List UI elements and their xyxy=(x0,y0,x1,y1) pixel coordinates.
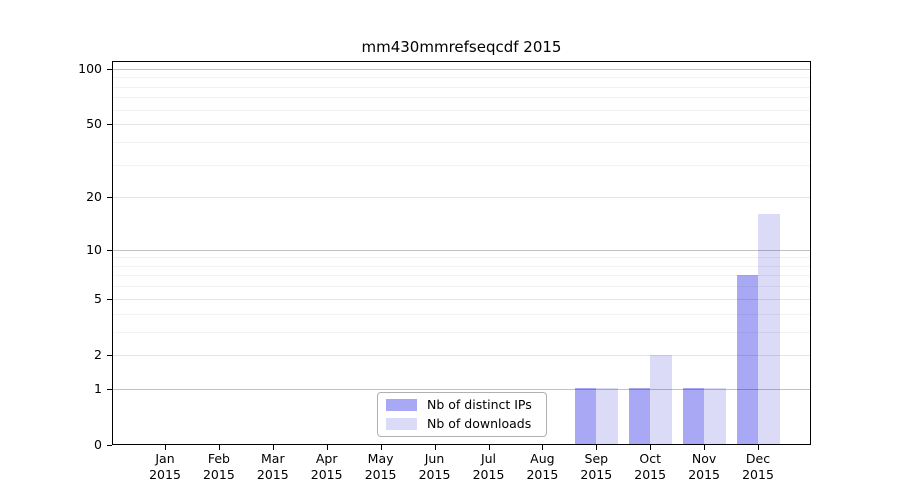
y-tick-label: 10 xyxy=(86,241,102,257)
y-tick-label: 2 xyxy=(94,347,102,363)
x-tick-label-jul: Jul 2015 xyxy=(472,451,505,482)
gridline-major xyxy=(113,388,811,390)
legend-swatch-downloads xyxy=(386,418,417,430)
x-tick-label-oct: Oct 2015 xyxy=(634,451,667,482)
legend-label-downloads: Nb of downloads xyxy=(427,416,532,431)
y-tick-label: 50 xyxy=(86,116,102,132)
gridline-mid xyxy=(113,355,811,357)
x-tick-mark xyxy=(758,445,759,450)
y-tick-label: 0 xyxy=(94,437,102,452)
x-tick-mark xyxy=(380,445,382,450)
gridline-minor xyxy=(113,313,811,315)
y-tick-mark xyxy=(107,124,112,126)
gridline-minor xyxy=(113,86,811,88)
gridline-mid xyxy=(113,196,811,198)
gridline-major xyxy=(113,249,811,251)
gridline-minor xyxy=(113,165,811,166)
x-tick-mark xyxy=(434,445,436,450)
x-tick-mark xyxy=(326,445,328,450)
gridline-minor xyxy=(113,265,811,267)
x-tick-mark xyxy=(165,445,166,450)
bar-downloads-dec xyxy=(758,213,780,444)
gridline-minor xyxy=(113,286,811,288)
x-tick-label-feb: Feb 2015 xyxy=(202,451,235,482)
x-tick-mark xyxy=(596,445,598,450)
legend: Nb of distinct IPs Nb of downloads xyxy=(377,392,547,437)
bar-distinct-ips-sep xyxy=(574,388,597,444)
bar-distinct-ips-oct xyxy=(628,388,651,444)
bar-downloads-oct xyxy=(650,355,672,444)
x-tick-label-jan: Jan 2015 xyxy=(149,451,181,482)
x-tick-label-nov: Nov 2015 xyxy=(688,451,720,482)
legend-label-distinct-ips: Nb of distinct IPs xyxy=(427,397,532,412)
bar-distinct-ips-dec xyxy=(736,275,758,444)
gridline-major xyxy=(113,68,811,70)
gridline-minor xyxy=(113,275,811,277)
y-tick-label: 1 xyxy=(94,380,102,396)
y-tick-label: 5 xyxy=(94,290,102,306)
y-tick-mark xyxy=(107,249,112,251)
legend-swatch-distinct-ips xyxy=(386,399,417,411)
gridline-minor xyxy=(113,109,811,111)
y-tick-mark xyxy=(107,388,112,390)
bar-downloads-sep xyxy=(596,388,618,444)
x-tick-label-sep: Sep 2015 xyxy=(580,451,613,482)
x-tick-mark xyxy=(650,445,652,450)
gridline-mid xyxy=(113,124,811,126)
y-tick-mark xyxy=(107,196,112,198)
x-tick-mark xyxy=(272,445,274,450)
y-tick-mark xyxy=(107,355,112,357)
chart-title: mm430mmrefseqcdf 2015 xyxy=(361,38,562,56)
legend-item-distinct-ips: Nb of distinct IPs xyxy=(386,397,538,413)
x-tick-label-aug: Aug 2015 xyxy=(526,451,559,482)
bar-distinct-ips-nov xyxy=(682,388,705,444)
x-tick-mark xyxy=(218,445,220,450)
gridline-minor xyxy=(113,332,811,333)
y-tick-label: 100 xyxy=(78,60,102,76)
y-tick-mark xyxy=(107,298,112,300)
y-tick-label: 20 xyxy=(86,188,102,204)
bar-downloads-nov xyxy=(704,388,726,444)
x-tick-label-mar: Mar 2015 xyxy=(256,451,289,482)
legend-item-downloads: Nb of downloads xyxy=(386,416,538,432)
x-tick-mark xyxy=(704,445,706,450)
x-tick-mark xyxy=(488,445,490,450)
x-tick-mark xyxy=(542,445,544,450)
gridline-minor xyxy=(113,77,811,79)
gridline-minor xyxy=(113,97,811,99)
y-tick-mark xyxy=(107,68,112,70)
gridline-minor xyxy=(113,257,811,259)
plot-area-border xyxy=(112,61,811,445)
x-tick-label-jun: Jun 2015 xyxy=(418,451,451,482)
x-tick-label-may: May 2015 xyxy=(364,451,397,482)
gridline-minor xyxy=(113,142,811,144)
gridline-mid xyxy=(113,298,811,300)
x-tick-label-apr: Apr 2015 xyxy=(310,451,343,482)
y-tick-mark xyxy=(107,445,112,446)
x-tick-label-dec: Dec 2015 xyxy=(742,451,774,482)
